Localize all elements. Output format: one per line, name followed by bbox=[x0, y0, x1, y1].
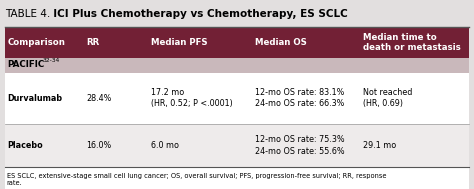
Text: Median OS: Median OS bbox=[255, 38, 307, 47]
Text: rate.: rate. bbox=[7, 180, 22, 187]
Text: 28.4%: 28.4% bbox=[86, 94, 112, 103]
Text: TABLE 4.: TABLE 4. bbox=[5, 9, 50, 19]
Text: Durvalumab: Durvalumab bbox=[8, 94, 63, 103]
Text: Not reached
(HR, 0.69): Not reached (HR, 0.69) bbox=[363, 88, 412, 108]
Text: Placebo: Placebo bbox=[8, 141, 43, 150]
Bar bbox=[5, 58, 469, 73]
Bar bbox=[5, 167, 469, 189]
Text: Comparison: Comparison bbox=[8, 38, 65, 47]
Text: 17.2 mo
(HR, 0.52; P <.0001): 17.2 mo (HR, 0.52; P <.0001) bbox=[151, 88, 233, 108]
Bar bbox=[0, 0, 474, 27]
Text: ICI Plus Chemotherapy vs Chemotherapy, ES SCLC: ICI Plus Chemotherapy vs Chemotherapy, E… bbox=[46, 9, 348, 19]
Text: 32-34: 32-34 bbox=[42, 58, 59, 63]
Text: ES SCLC, extensive-stage small cell lung cancer; OS, overall survival; PFS, prog: ES SCLC, extensive-stage small cell lung… bbox=[7, 173, 386, 179]
Bar bbox=[5, 124, 469, 167]
Text: 12-mo OS rate: 75.3%
24-mo OS rate: 55.6%: 12-mo OS rate: 75.3% 24-mo OS rate: 55.6… bbox=[255, 136, 345, 156]
Bar bbox=[5, 27, 469, 58]
Text: RR: RR bbox=[86, 38, 100, 47]
Text: Median PFS: Median PFS bbox=[151, 38, 208, 47]
Text: 6.0 mo: 6.0 mo bbox=[151, 141, 179, 150]
Text: 16.0%: 16.0% bbox=[86, 141, 111, 150]
Text: PACIFIC: PACIFIC bbox=[8, 60, 45, 69]
Bar bbox=[5, 73, 469, 124]
Text: 12-mo OS rate: 83.1%
24-mo OS rate: 66.3%: 12-mo OS rate: 83.1% 24-mo OS rate: 66.3… bbox=[255, 88, 345, 108]
Text: 29.1 mo: 29.1 mo bbox=[363, 141, 396, 150]
Text: Median time to
death or metastasis: Median time to death or metastasis bbox=[363, 33, 461, 52]
